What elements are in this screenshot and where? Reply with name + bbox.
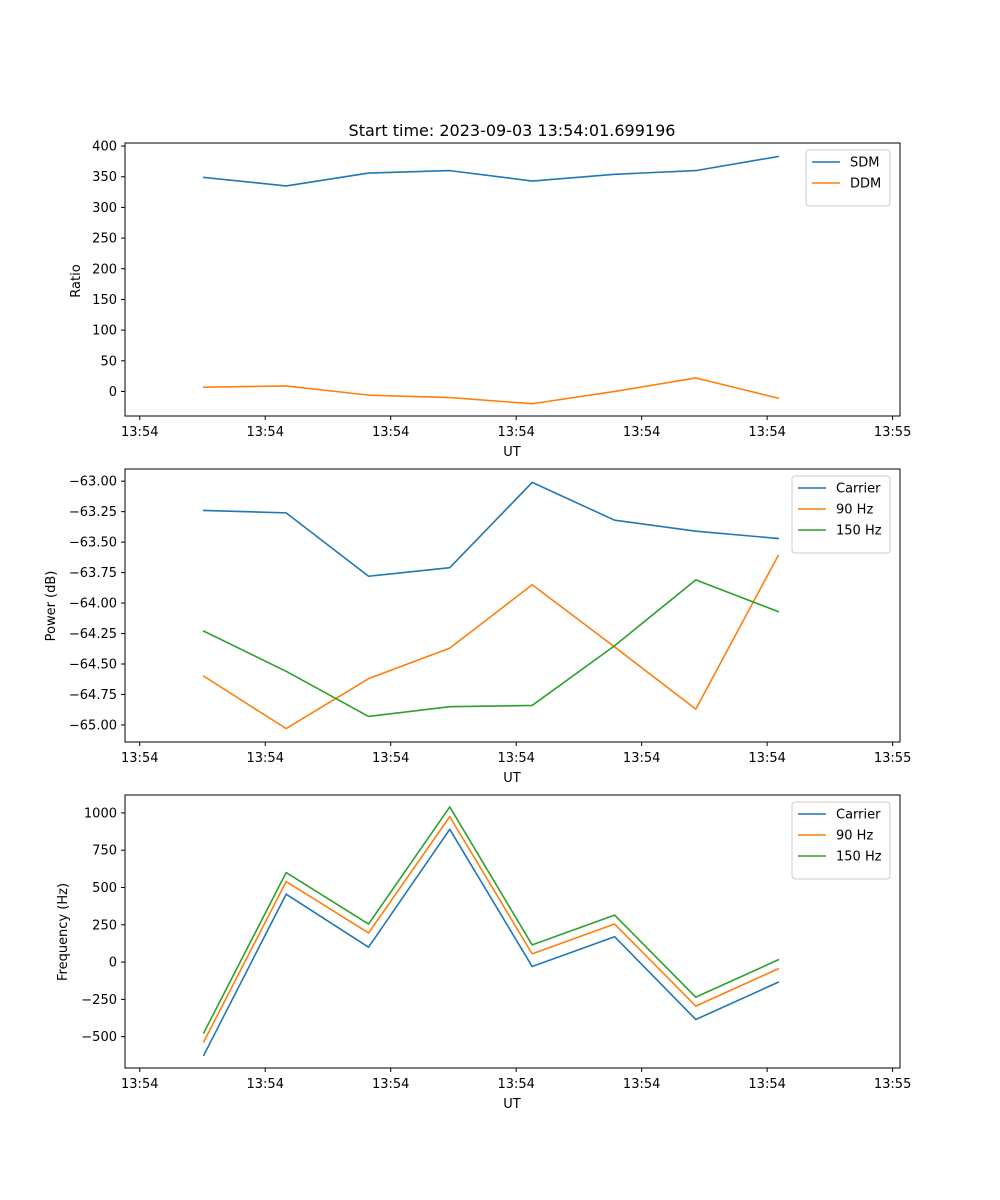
axes-frame (124, 794, 901, 1069)
y-tick-label: 50 (100, 354, 117, 369)
chart-title: Start time: 2023-09-03 13:54:01.699196 (349, 121, 676, 140)
y-tick-label: 1000 (84, 806, 117, 821)
y-tick-label: 750 (92, 844, 117, 859)
x-tick-label: 13:54 (247, 425, 284, 440)
y-tick-label: −64.00 (69, 597, 117, 612)
x-tick-label: 13:54 (372, 1077, 409, 1092)
subplot-frequency: UT Frequency (Hz) −500 −250 0 250 500 750 1000… (56, 794, 911, 1112)
x-tick-label: 13:54 (247, 1077, 284, 1092)
y-tick-label: −64.25 (69, 627, 117, 642)
x-tick-label: 13:55 (874, 1077, 911, 1092)
subplot-ratio: Start time: 2023-09-03 13:54:01.699196 U… (69, 121, 911, 460)
y-tick-label: 300 (92, 201, 117, 216)
axes-frame (124, 468, 901, 743)
x-tick-label: 13:54 (497, 425, 534, 440)
x-tick-label: 13:54 (247, 751, 284, 766)
y-tick-label: 150 (92, 293, 117, 308)
x-tick-label: 13:54 (497, 1077, 534, 1092)
series-line-150-hz (202, 579, 780, 718)
y-tick-label: −63.25 (69, 505, 117, 520)
series-line-carrier (202, 481, 780, 578)
x-tick-label: 13:55 (874, 425, 911, 440)
series-line-90-hz (202, 554, 780, 730)
x-tick-label: 13:54 (748, 425, 785, 440)
legend-label: 150 Hz (836, 524, 882, 539)
y-tick-label: −63.50 (69, 536, 117, 551)
y-tick-label: 0 (109, 385, 117, 400)
y-tick-label: 400 (92, 140, 117, 155)
x-tick-label: 13:54 (623, 1077, 660, 1092)
x-tick-label: 13:54 (748, 1077, 785, 1092)
x-tick-label: 13:54 (623, 425, 660, 440)
legend-label: SDM (850, 156, 879, 171)
legend: Carrier 90 Hz 150 Hz (791, 801, 891, 880)
y-tick-label: −63.75 (69, 566, 117, 581)
y-tick-label: 500 (92, 881, 117, 896)
legend-label: 90 Hz (836, 503, 873, 518)
x-tick-label: 13:54 (121, 1077, 158, 1092)
y-tick-label: 250 (92, 918, 117, 933)
series-line-ddm (202, 377, 780, 405)
legend-label: 90 Hz (836, 829, 873, 844)
y-tick-label: −63.00 (69, 475, 117, 490)
legend-label: Carrier (836, 482, 881, 497)
x-axis-label: UT (503, 445, 521, 460)
y-tick-label: −500 (81, 1030, 117, 1045)
y-axis-label: Ratio (69, 264, 84, 297)
x-tick-label: 13:54 (121, 751, 158, 766)
x-tick-label: 13:54 (372, 751, 409, 766)
legend: Carrier 90 Hz 150 Hz (791, 475, 891, 554)
y-tick-label: −65.00 (69, 718, 117, 733)
x-tick-label: 13:54 (623, 751, 660, 766)
y-tick-label: −64.50 (69, 658, 117, 673)
legend-label: DDM (850, 177, 881, 192)
legend-box (805, 149, 891, 207)
y-axis-label: Power (dB) (44, 571, 59, 642)
x-tick-label: 13:54 (497, 751, 534, 766)
y-tick-label: −250 (81, 993, 117, 1008)
axes-frame (124, 142, 901, 417)
x-axis-label: UT (503, 1097, 521, 1112)
y-tick-label: −64.75 (69, 688, 117, 703)
y-tick-label: 0 (109, 956, 117, 971)
series-line-150-hz (202, 806, 780, 1035)
x-tick-label: 13:54 (748, 751, 785, 766)
y-axis-label: Frequency (Hz) (56, 883, 71, 981)
legend-label: 150 Hz (836, 850, 882, 865)
legend-box (791, 801, 891, 880)
x-tick-label: 13:54 (121, 425, 158, 440)
legend: SDM DDM (805, 149, 891, 207)
legend-label: Carrier (836, 808, 881, 823)
series-line-carrier (202, 828, 780, 1057)
subplot-power: UT Power (dB) −65.00 −64.75 −64.50 −64.25 −6… (44, 468, 911, 786)
y-tick-label: 250 (92, 232, 117, 247)
y-tick-label: 200 (92, 262, 117, 277)
x-axis-label: UT (503, 771, 521, 786)
x-tick-label: 13:55 (874, 751, 911, 766)
legend-box (791, 475, 891, 554)
y-tick-label: 350 (92, 170, 117, 185)
x-tick-label: 13:54 (372, 425, 409, 440)
y-tick-label: 100 (92, 324, 117, 339)
series-line-sdm (202, 155, 780, 187)
series-line-90-hz (202, 815, 780, 1043)
